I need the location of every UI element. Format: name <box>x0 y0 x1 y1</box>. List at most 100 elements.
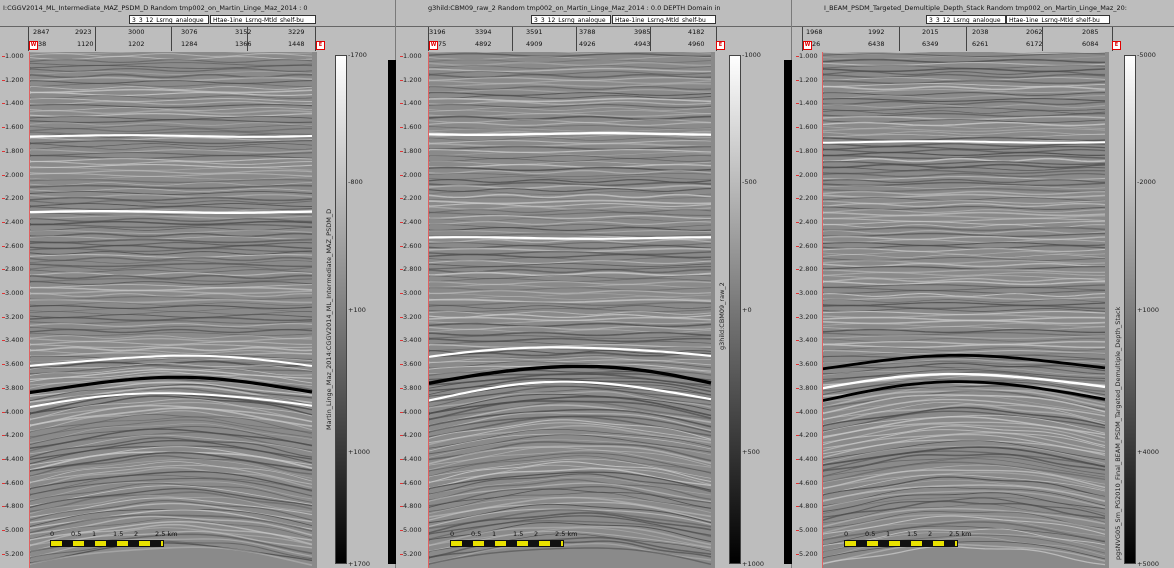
depth-label: 4.600 <box>403 478 422 487</box>
depth-label: 3.800 <box>403 383 422 392</box>
header-value: 6084 <box>1082 40 1099 48</box>
colorbar-tick-label: -2000 <box>1137 178 1156 187</box>
depth-label: 5.200 <box>5 549 24 558</box>
seismic-image[interactable] <box>822 52 1109 568</box>
header-value: 2085 <box>1082 28 1099 36</box>
depth-label: 1.600 <box>5 123 24 132</box>
depth-tick <box>2 506 5 508</box>
depth-label: 1.400 <box>799 99 818 108</box>
layer-name-a[interactable]: 3_3_12_Lsrng_analogue <box>531 15 611 24</box>
layer-name-b[interactable]: Htae-1ine_Lsrng-Mtld_shelf-bu <box>210 15 316 24</box>
header-value: 6438 <box>868 40 885 48</box>
seismic-svg <box>823 52 1109 568</box>
west-marker[interactable]: W <box>803 41 812 50</box>
seismic-image[interactable] <box>29 52 317 568</box>
layer-name-b[interactable]: Htae-1ine_Lsrng-Mtld_shelf-bu <box>1006 15 1110 24</box>
depth-label: 3.400 <box>799 336 818 345</box>
trace-header-row-1: 1968 1992 2015 2038 2062 2085 <box>792 28 1122 38</box>
depth-tick <box>400 316 403 318</box>
depth-tick <box>400 174 403 176</box>
header-value: 4909 <box>526 40 543 48</box>
east-marker[interactable]: E <box>316 41 325 50</box>
seismic-image[interactable] <box>428 52 715 568</box>
colorbar-tick-label: +100 <box>348 305 366 314</box>
header-value: 2923 <box>75 28 92 36</box>
scale-label: 1 <box>492 530 497 538</box>
depth-label: 1.800 <box>403 146 422 155</box>
seismic-panel-1[interactable]: I:CGGV2014_ML_Intermediate_MAZ_PSDM_D Ra… <box>0 0 396 568</box>
depth-label: 1.000 <box>5 52 24 60</box>
depth-tick <box>2 245 5 247</box>
colorbar-label: pgsNVG05_Sm_PG2010_Final_BEAM_PSDM_Targe… <box>1114 306 1122 560</box>
depth-tick <box>796 506 799 508</box>
depth-label: 5.200 <box>799 549 818 558</box>
depth-label: 4.400 <box>799 454 818 463</box>
depth-tick <box>400 530 403 531</box>
depth-label: 4.800 <box>799 502 818 511</box>
depth-tick <box>796 435 799 437</box>
depth-tick <box>796 387 799 389</box>
seismic-panel-2[interactable]: g3hild:CBM09_raw_2 Random tmp002_on_Mart… <box>396 0 792 568</box>
east-marker[interactable]: E <box>716 41 725 50</box>
header-value: 3229 <box>288 28 305 36</box>
seismic-panel-3[interactable]: I_BEAM_PSDM_Targeted_Demultiple_Depth_St… <box>792 0 1174 568</box>
depth-tick <box>2 221 5 223</box>
trace-header-row-2: 75 4892 4909 4926 4943 4960 <box>396 40 726 50</box>
east-marker[interactable]: E <box>1112 41 1121 50</box>
depth-label: 2.200 <box>403 194 422 203</box>
depth-tick <box>400 56 403 57</box>
trace-header-row-2: 38 1120 1202 1284 1366 1448 <box>0 40 320 50</box>
depth-tick <box>796 103 799 105</box>
layer-name-b[interactable]: Htae-1ine_Lsrng-Mtld_shelf-bu <box>612 15 716 24</box>
header-divider <box>792 26 1174 27</box>
depth-label: 3.200 <box>403 312 422 321</box>
scale-label: 0 <box>50 530 55 538</box>
depth-tick <box>400 221 403 223</box>
header-divider <box>396 26 791 27</box>
depth-label: 5.000 <box>5 526 24 534</box>
layer-name-a[interactable]: 3_3_12_Lsrng_analogue <box>129 15 209 24</box>
depth-label: 4.400 <box>5 454 24 463</box>
depth-tick <box>400 198 403 200</box>
header-value: 3152 <box>235 28 252 36</box>
depth-tick <box>400 293 403 294</box>
west-marker[interactable]: W <box>29 41 38 50</box>
depth-tick <box>2 198 5 200</box>
colorbar-tick-label: +1000 <box>742 560 764 568</box>
depth-label: 3.600 <box>799 360 818 369</box>
header-value: 3196 <box>429 28 446 36</box>
header-value: 2847 <box>33 28 50 36</box>
depth-label: 4.200 <box>5 431 24 440</box>
depth-tick <box>796 293 799 294</box>
depth-label: 2.400 <box>5 217 24 226</box>
colorbar-tick-label: +1000 <box>1137 305 1159 314</box>
colorbar-tick-label: -800 <box>348 178 363 187</box>
depth-label: 3.400 <box>403 336 422 345</box>
colorbar[interactable] <box>1124 55 1136 564</box>
depth-label: 2.200 <box>5 194 24 203</box>
depth-label: 3.000 <box>5 289 24 297</box>
colorbar[interactable] <box>729 55 741 564</box>
header-value: 2062 <box>1026 28 1043 36</box>
colorbar-ticks: -5000 -2000 +1000 +4000 +5000 <box>1135 51 1171 568</box>
depth-label: 1.200 <box>799 75 818 84</box>
layer-name-a[interactable]: 3_3_12_Lsrng_analogue <box>926 15 1006 24</box>
depth-tick <box>2 127 5 129</box>
header-value: 4960 <box>688 40 705 48</box>
scale-bar: 0 0.5 1 1.5 2 2.5 km <box>450 530 580 550</box>
colorbar-tick-label: -500 <box>742 178 757 187</box>
colorbar-tick-label: +5000 <box>1137 560 1159 568</box>
depth-tick <box>796 174 799 176</box>
depth-label: 5.000 <box>403 526 422 534</box>
colorbar[interactable] <box>335 55 347 564</box>
west-marker[interactable]: W <box>429 41 438 50</box>
colorbar-ticks: -1000 -500 +0 +500 +1000 <box>740 51 776 568</box>
depth-label: 1.800 <box>799 146 818 155</box>
depth-label: 1.000 <box>403 52 422 60</box>
depth-label: 3.000 <box>799 289 818 297</box>
scale-label: 2.5 km <box>155 530 178 538</box>
scale-label: 1.5 <box>113 530 124 538</box>
header-value: 4943 <box>634 40 651 48</box>
depth-tick <box>400 150 403 152</box>
scale-label: 2.5 km <box>555 530 578 538</box>
